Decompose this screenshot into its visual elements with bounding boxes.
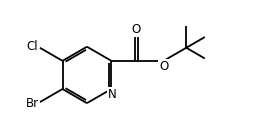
Text: O: O: [159, 60, 168, 73]
Text: N: N: [108, 88, 117, 101]
Text: Br: Br: [25, 97, 39, 110]
Text: Cl: Cl: [26, 40, 38, 53]
Text: O: O: [132, 23, 141, 36]
